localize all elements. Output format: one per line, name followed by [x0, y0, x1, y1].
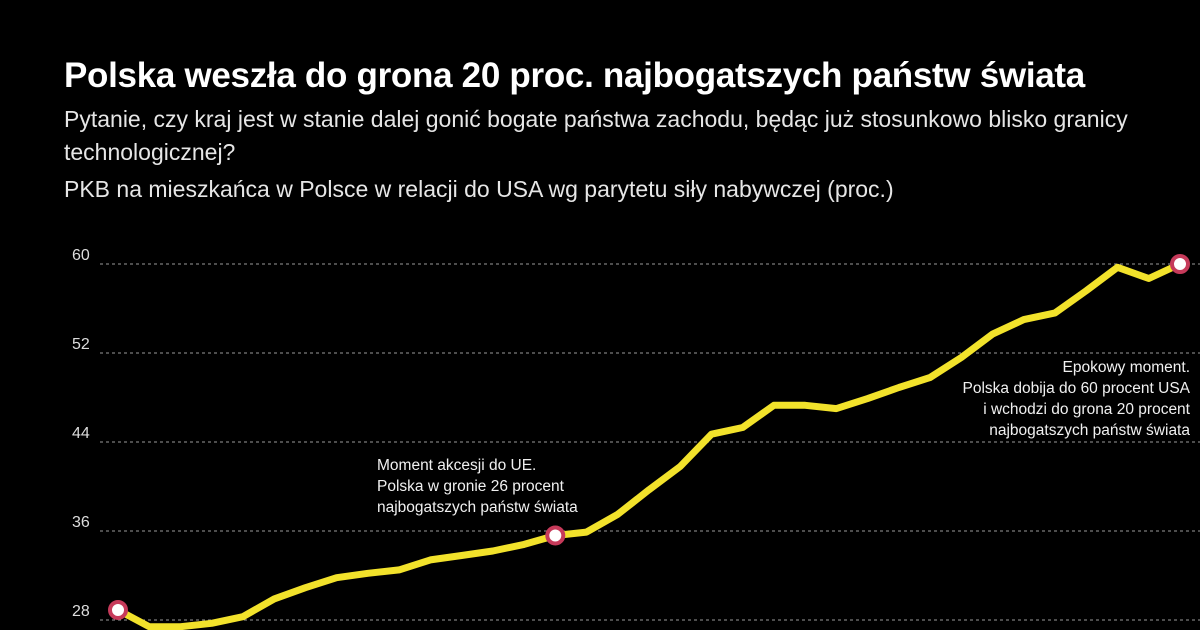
- annotation-eu-accession: Moment akcesji do UE. Polska w gronie 26…: [377, 455, 578, 518]
- y-tick-label-36: 36: [72, 514, 90, 531]
- highlight-markers: [108, 254, 1190, 620]
- highlight-point: [545, 525, 566, 546]
- y-tick-label-52: 52: [72, 336, 90, 353]
- annotation-sixty-percent: Epokowy moment. Polska dobija do 60 proc…: [963, 357, 1190, 441]
- annotation-line: najbogatszych państw świata: [989, 422, 1190, 439]
- chart-subtitle: Pytanie, czy kraj jest w stanie dalej go…: [64, 106, 1128, 165]
- series-line-layer: [114, 260, 1184, 630]
- annotation-line: i wchodzi do grona 20 procent: [983, 401, 1190, 418]
- chart-description: PKB na mieszkańca w Polsce w relacji do …: [64, 176, 894, 202]
- annotation-line: najbogatszych państw świata: [377, 499, 578, 516]
- annotation-line: Moment akcesji do UE.: [377, 457, 537, 474]
- annotation-line: Polska dobija do 60 procent USA: [962, 380, 1190, 397]
- y-tick-label-28: 28: [72, 603, 90, 620]
- highlight-point: [108, 599, 128, 620]
- highlight-point: [1170, 254, 1190, 274]
- annotation-line: Polska w gronie 26 procent: [377, 478, 564, 495]
- annotation-line: Epokowy moment.: [1062, 359, 1191, 376]
- y-tick-label-44: 44: [72, 425, 90, 442]
- series-line: [114, 260, 1184, 630]
- y-axis-ticks: 28 36 44 52 60: [72, 247, 90, 620]
- chart-title: Polska weszła do grona 20 proc. najbogat…: [64, 56, 1085, 95]
- y-tick-label-60: 60: [72, 247, 90, 264]
